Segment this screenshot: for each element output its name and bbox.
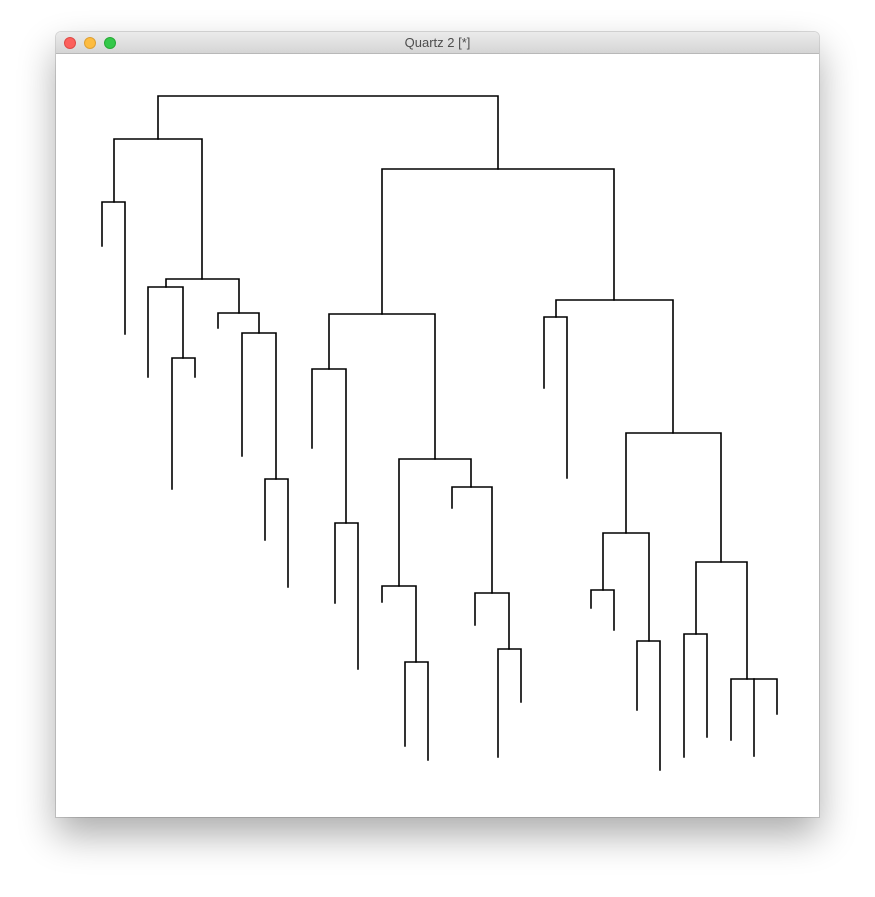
dendrogram-plot bbox=[56, 54, 819, 817]
dendrogram-link bbox=[684, 634, 707, 757]
dendrogram-link bbox=[405, 662, 428, 760]
dendrogram-link bbox=[452, 487, 492, 593]
dendrogram-link bbox=[626, 433, 721, 562]
dendrogram-link bbox=[102, 202, 125, 334]
dendrogram-lines bbox=[102, 96, 777, 770]
dendrogram-link bbox=[637, 641, 660, 770]
dendrogram-link bbox=[114, 139, 202, 279]
dendrogram-link bbox=[498, 649, 521, 757]
dendrogram-link bbox=[265, 479, 288, 587]
dendrogram-link bbox=[591, 590, 614, 630]
title-bar[interactable]: Quartz 2 [*] bbox=[56, 32, 819, 54]
dendrogram-link bbox=[312, 369, 346, 523]
dendrogram-link bbox=[166, 279, 239, 313]
dendrogram-link bbox=[242, 333, 276, 479]
dendrogram-link bbox=[475, 593, 509, 649]
dendrogram-link bbox=[696, 562, 747, 679]
dendrogram-link bbox=[218, 313, 259, 333]
dendrogram-link bbox=[172, 358, 195, 489]
quartz-window: Quartz 2 [*] bbox=[56, 32, 819, 817]
dendrogram-link bbox=[603, 533, 649, 641]
dendrogram-link bbox=[382, 586, 416, 662]
plot-canvas bbox=[56, 54, 819, 817]
dendrogram-link bbox=[148, 287, 183, 377]
dendrogram-link bbox=[556, 300, 673, 433]
dendrogram-link bbox=[399, 459, 471, 586]
window-title: Quartz 2 [*] bbox=[56, 32, 819, 54]
dendrogram-link bbox=[329, 314, 435, 459]
dendrogram-link bbox=[544, 317, 567, 478]
dendrogram-link bbox=[382, 169, 614, 314]
dendrogram-link bbox=[158, 96, 498, 169]
dendrogram-link bbox=[335, 523, 358, 669]
